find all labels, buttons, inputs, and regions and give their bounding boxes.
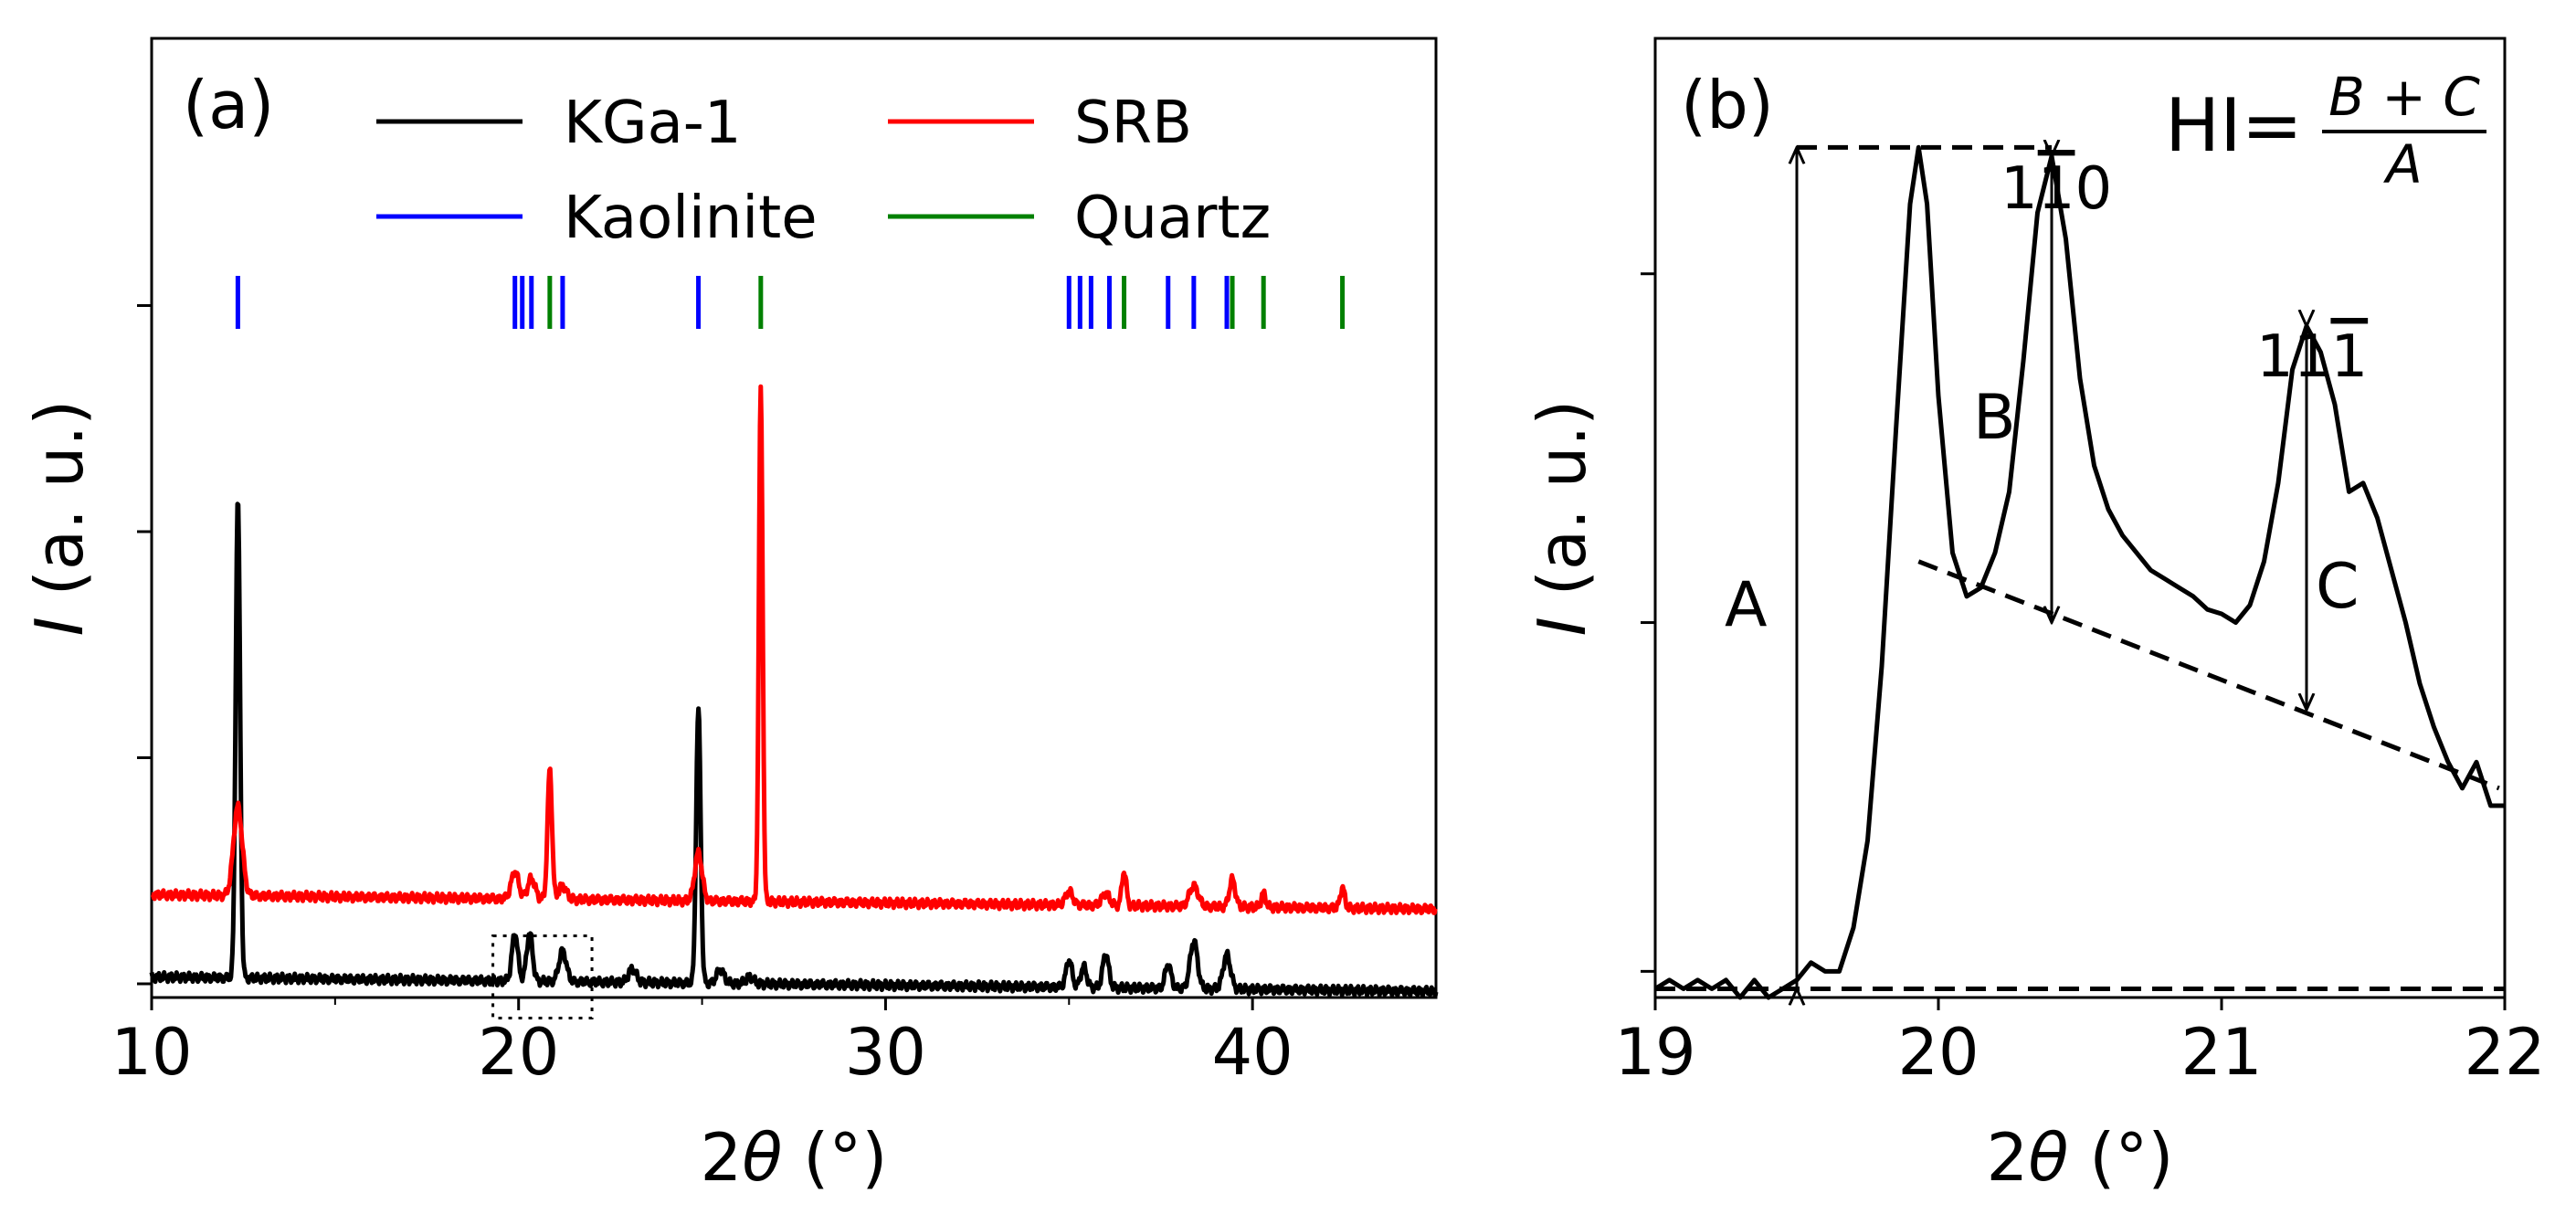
- panel-b: 19 20 21 22 (b) HI= B + C A 110 111 A B C 2…: [1524, 37, 2546, 1196]
- dashed-background-line: [1917, 559, 2500, 791]
- panel-a-ticks: 10 20 30 40: [111, 304, 1293, 1090]
- legend: KGa-1 SRB Kaolinite Quartz: [376, 90, 1271, 252]
- x-tick-label: 19: [1614, 1015, 1695, 1090]
- measure-label-a: A: [1725, 569, 1768, 641]
- panel-b-ticks: 19 20 21 22: [1614, 272, 2546, 1090]
- x-tick-label: 10: [111, 1015, 192, 1090]
- peak-label-1-1-1bar: 111: [2256, 323, 2368, 391]
- x-tick-label: 20: [478, 1015, 559, 1090]
- peak-label-1-1bar-0: 110: [2001, 155, 2112, 223]
- panel-a-frame: [150, 37, 1438, 999]
- series-line-kga1-zoom: [1653, 144, 2505, 1000]
- legend-label-kga1: KGa-1: [564, 90, 742, 157]
- measure-label-c: C: [2316, 551, 2359, 623]
- panel-a: 10 20 30 40 (a) KGa-1 SRB Kaolinite Quartz …: [21, 37, 1439, 1196]
- x-tick-label: 20: [1897, 1015, 1979, 1090]
- panel-b-label: (b): [1681, 67, 1774, 143]
- x-tick-label: 30: [845, 1015, 926, 1090]
- hinckley-index-formula: HI= B + C A: [2165, 66, 2486, 195]
- formula-numerator: B + C: [2328, 66, 2480, 128]
- panel-a-xlabel: 2θ (°): [701, 1119, 888, 1196]
- panel-b-plot: [1653, 144, 2505, 1000]
- series-line-srb: [150, 384, 1438, 915]
- legend-label-kaolinite: Kaolinite: [564, 185, 818, 252]
- panel-a-label: (a): [183, 67, 274, 143]
- x-tick-label: 22: [2464, 1015, 2545, 1090]
- formula-prefix: HI=: [2165, 83, 2303, 168]
- legend-label-srb: SRB: [1074, 90, 1192, 157]
- series-line-kga-1: [149, 501, 1439, 998]
- x-tick-label: 21: [2180, 1015, 2262, 1090]
- panel-b-frame: [1653, 37, 2507, 999]
- x-tick-label: 40: [1212, 1015, 1293, 1090]
- panel-a-plot: [149, 276, 1439, 1019]
- legend-label-quartz: Quartz: [1074, 185, 1271, 252]
- panel-a-ylabel: I (a. u.): [21, 400, 98, 637]
- formula-denominator: A: [2382, 133, 2423, 195]
- measure-label-b: B: [1973, 382, 2016, 454]
- panel-b-xlabel: 2θ (°): [1987, 1119, 2174, 1196]
- panel-b-ylabel: I (a. u.): [1524, 400, 1600, 637]
